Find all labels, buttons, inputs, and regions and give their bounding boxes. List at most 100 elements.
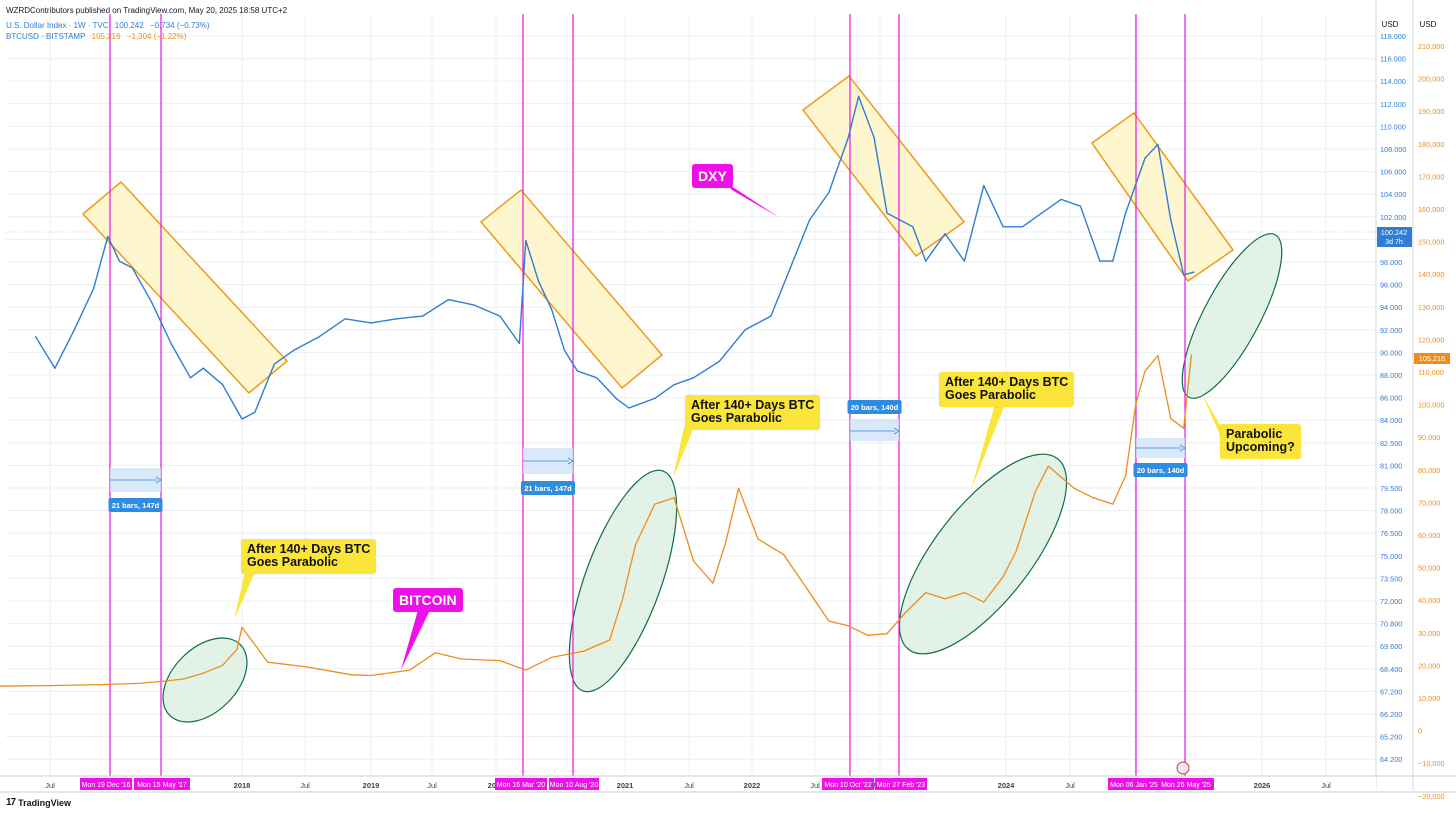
date-markers (109, 14, 1186, 776)
dxy-point (473, 304, 475, 306)
time-axis-tick: 2024 (998, 781, 1016, 790)
range-label-bg-4 (1133, 463, 1188, 477)
btc-point (983, 601, 985, 603)
btc-axis-tick: 130,000 (1418, 303, 1444, 312)
time-axis-tick: Jul (300, 781, 310, 790)
dxy-point (54, 367, 56, 369)
btc-point (202, 672, 204, 674)
dxy-axis-tick: 96.000 (1380, 281, 1402, 290)
btc-point (1047, 465, 1049, 467)
dxy-point (447, 298, 449, 301)
dxy-point (222, 384, 224, 386)
dxy-point (858, 95, 860, 97)
btc-point (370, 674, 372, 677)
btc-axis-tick: 10,000 (1418, 694, 1440, 703)
dxy-series-line (35, 95, 1195, 420)
dxy-point (1193, 271, 1195, 273)
btc-point (1170, 418, 1172, 420)
dxy-axis-tick: 106.000 (1380, 168, 1406, 177)
dxy-point (538, 281, 540, 283)
legend-btc[interactable]: BTCUSD · BITSTAMP 105,216 −1,304 (−1.22%… (6, 32, 190, 41)
btc-point (1034, 490, 1036, 493)
series-lines (0, 95, 1195, 687)
dxy-point (828, 191, 830, 194)
range-arrowhead-1 (155, 476, 162, 484)
btc-point (809, 592, 811, 594)
dxy-point (1170, 219, 1172, 221)
tradingview-logo[interactable]: 17 TradingView (6, 797, 71, 808)
btc-point (673, 497, 675, 499)
btc-point (47, 684, 50, 687)
btc-point (499, 659, 501, 662)
dxy-axis-tick: 67.200 (1380, 687, 1402, 696)
pointer-tag-bitcoin (401, 610, 430, 670)
btc-point (351, 674, 353, 676)
dxy-point (422, 315, 424, 317)
publisher-text: WZRDContributors published on TradingVie… (6, 6, 288, 15)
btc-axis-tick: −20,000 (1418, 792, 1445, 801)
btc-point (222, 664, 224, 666)
btc-axis-tick: 100,000 (1418, 401, 1444, 410)
date-badge-7 (1108, 778, 1160, 790)
dxy-point (118, 260, 121, 262)
dxy-point (73, 329, 75, 331)
dxy-axis-tick: 75.000 (1380, 552, 1402, 561)
btc-axis-tick: 20,000 (1418, 661, 1440, 670)
btc-axis-tick: 40,000 (1418, 596, 1440, 605)
dxy-axis-tick: 104.000 (1380, 190, 1406, 199)
dxy-point (1144, 157, 1146, 159)
btc-point (183, 678, 185, 680)
dxy-axis-tick: 116.000 (1380, 55, 1406, 64)
dxy-axis-tick: 92.000 (1380, 326, 1402, 335)
range-label-2: 21 bars, 147d (524, 484, 572, 493)
dxy-axis-tick: 98.000 (1380, 258, 1402, 267)
dxy-point (873, 136, 875, 139)
btc-last-badge-price: 105,216 (1419, 354, 1445, 363)
btc-point (621, 598, 624, 600)
dxy-point (692, 377, 695, 379)
btc-axis-tick: 110,000 (1418, 368, 1444, 377)
dxy-point (596, 377, 598, 379)
btc-axis-tick: 30,000 (1418, 629, 1440, 638)
btc-axis-tick: 160,000 (1418, 205, 1444, 214)
range-arrowhead-2 (567, 457, 574, 465)
pointer-tag-dxy (722, 180, 780, 218)
btc-point (267, 661, 269, 663)
publisher-line: WZRDContributors published on TradingVie… (6, 6, 291, 15)
range-label-bg-3 (847, 400, 902, 414)
btc-point (138, 682, 140, 684)
dxy-axis-tick: 108.000 (1380, 145, 1406, 154)
dxy-last-badge (1377, 227, 1412, 247)
dxy-point (983, 185, 985, 187)
date-badge-6 (875, 778, 927, 790)
btc-axis-tick: 140,000 (1418, 270, 1444, 279)
btc-point (583, 650, 585, 652)
dxy-point (1041, 212, 1043, 214)
btc-point (847, 625, 849, 627)
btc-point (1190, 354, 1193, 356)
callout-pointers (234, 180, 1224, 670)
date-badge-label-4: Mon 10 Aug '20 (550, 782, 599, 789)
btc-point (1112, 503, 1114, 505)
btc-axis-tick: 60,000 (1418, 531, 1440, 540)
dxy-axis-tick: 81.000 (1380, 461, 1402, 470)
btc-point (944, 598, 946, 600)
dxy-decline-box-3 (801, 74, 966, 258)
btc-point (1135, 402, 1137, 404)
time-axis-tick: 2026 (1254, 781, 1271, 790)
btc-point (886, 633, 888, 635)
btc-point (738, 487, 740, 489)
dxy-point (1021, 226, 1024, 228)
range-box-3 (850, 419, 899, 441)
dxy-point (744, 329, 746, 331)
dxy-point (370, 322, 372, 324)
dxy-point (396, 318, 398, 320)
btc-axis-tick: 80,000 (1418, 466, 1440, 475)
dxy-point (35, 336, 37, 338)
btc-axis-tick: 150,000 (1418, 238, 1444, 247)
date-badge-8 (1158, 778, 1214, 790)
legend-dxy[interactable]: U.S. Dollar Index · 1W · TVC 100.242 −0.… (6, 21, 214, 30)
dxy-point (886, 212, 888, 214)
legend-dxy-change: −0.734 (−0.73%) (149, 21, 210, 30)
